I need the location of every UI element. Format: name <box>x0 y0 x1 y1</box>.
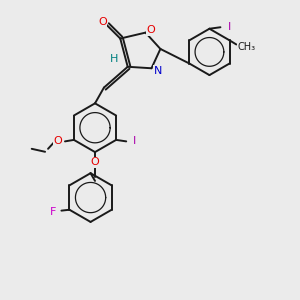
Text: O: O <box>146 25 155 35</box>
Text: O: O <box>53 136 62 146</box>
Text: I: I <box>133 136 136 146</box>
Text: N: N <box>154 66 162 76</box>
Text: CH₃: CH₃ <box>238 42 256 52</box>
Text: I: I <box>228 22 231 32</box>
Text: O: O <box>98 17 107 27</box>
Text: F: F <box>50 207 57 218</box>
Text: H: H <box>110 54 118 64</box>
Text: O: O <box>91 158 99 167</box>
